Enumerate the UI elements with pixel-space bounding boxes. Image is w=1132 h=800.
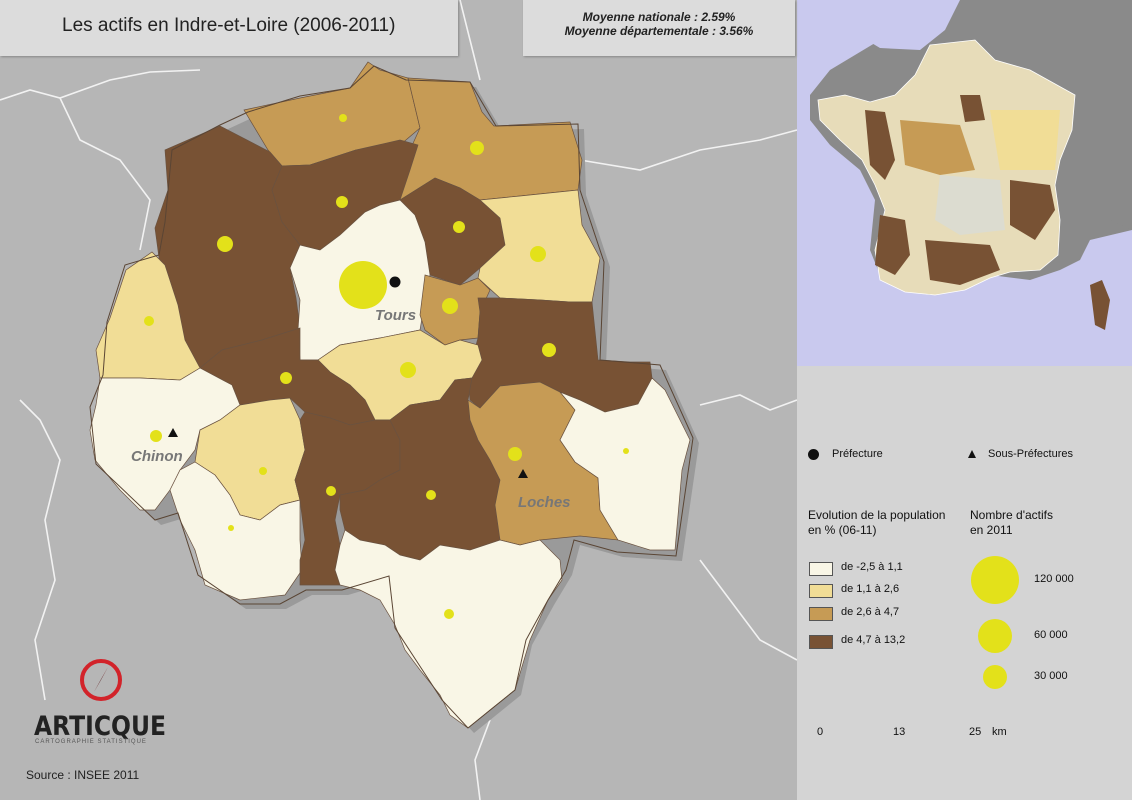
prefecture-marker: [389, 276, 401, 288]
bubble: [259, 467, 267, 475]
size-label: 60 000: [1034, 629, 1068, 641]
evolution-legend-title: Evolution de la population en % (06-11): [808, 508, 946, 537]
bubble: [339, 114, 347, 122]
city-label-chinon: Chinon: [131, 448, 183, 465]
national-average: Moyenne nationale : 2.59%: [582, 10, 736, 24]
scale-tick-label: 0: [817, 726, 824, 738]
size-label: 120 000: [1034, 573, 1074, 585]
logo-name: ARTICQUE: [34, 711, 166, 742]
size-bubble: [978, 619, 1012, 653]
departmental-average: Moyenne départementale : 3.56%: [564, 24, 754, 38]
size-label: 30 000: [1034, 670, 1068, 682]
sub-prefecture-legend-icon: [968, 450, 976, 458]
bubble: [326, 486, 336, 496]
sub-prefecture-legend-label: Sous-Préfectures: [988, 448, 1073, 460]
bubble: [508, 447, 522, 461]
france-inset-map: [797, 0, 1132, 366]
class-swatch: [809, 584, 833, 598]
prefecture-legend-label: Préfecture: [832, 448, 883, 460]
bubble: [144, 316, 154, 326]
inset-sea: [797, 0, 1132, 366]
class-swatch: [809, 635, 833, 649]
canton-chinon: [89, 367, 241, 511]
neighbour-borders: [0, 0, 798, 800]
bubble: [623, 448, 629, 454]
bubble: [280, 372, 292, 384]
size-bubble: [983, 665, 1007, 689]
bubble: [426, 490, 436, 500]
city-label-tours: Tours: [375, 307, 416, 324]
bubble: [217, 236, 233, 252]
bubble: [470, 141, 484, 155]
bubble-tours: [339, 261, 387, 309]
bubble: [150, 430, 162, 442]
scale-tick-label: 25: [969, 726, 982, 738]
scale-tick-label: 13: [893, 726, 906, 738]
canton-south-white: [334, 529, 563, 729]
worker-bubbles: [144, 114, 629, 619]
sub-prefecture-marker-chinon: [168, 428, 178, 437]
workers-legend-title: Nombre d'actifs en 2011: [970, 508, 1053, 537]
sub-prefecture-marker-loches: [518, 469, 528, 478]
bubble: [444, 609, 454, 619]
legend-panel: [797, 366, 1132, 800]
prefecture-legend-icon: [808, 449, 819, 460]
bubble: [442, 298, 458, 314]
averages-panel: Moyenne nationale : 2.59% Moyenne départ…: [523, 0, 795, 56]
size-bubble: [971, 556, 1019, 604]
bubble: [336, 196, 348, 208]
logo-tagline: CARTOGRAPHIE STATISTIQUE: [35, 739, 147, 745]
bubble: [400, 362, 416, 378]
class-label: de -2,5 à 1,1: [841, 561, 903, 573]
city-label-loches: Loches: [518, 494, 571, 511]
class-label: de 1,1 à 2,6: [841, 583, 900, 595]
title-panel: Les actifs en Indre-et-Loire (2006-2011): [0, 0, 458, 56]
articque-logo: ARTICQUE CARTOGRAPHIE STATISTIQUE: [34, 659, 166, 745]
bubble: [542, 343, 556, 357]
class-swatch: [809, 562, 833, 576]
bubble: [530, 246, 546, 262]
inset-sea-north: [835, 0, 960, 50]
class-label: de 4,7 à 13,2: [841, 634, 906, 646]
canton-south-center-dark-left: [294, 411, 401, 586]
bubble: [228, 525, 234, 531]
department-outline: [89, 65, 694, 729]
class-swatch: [809, 607, 833, 621]
page-title: Les actifs en Indre-et-Loire (2006-2011): [62, 15, 396, 36]
scale-unit: km: [992, 726, 1007, 738]
canton-east-white: [559, 377, 691, 551]
class-label: de 2,6 à 4,7: [841, 606, 900, 618]
bubble: [453, 221, 465, 233]
source-note: Source : INSEE 2011: [26, 768, 140, 782]
